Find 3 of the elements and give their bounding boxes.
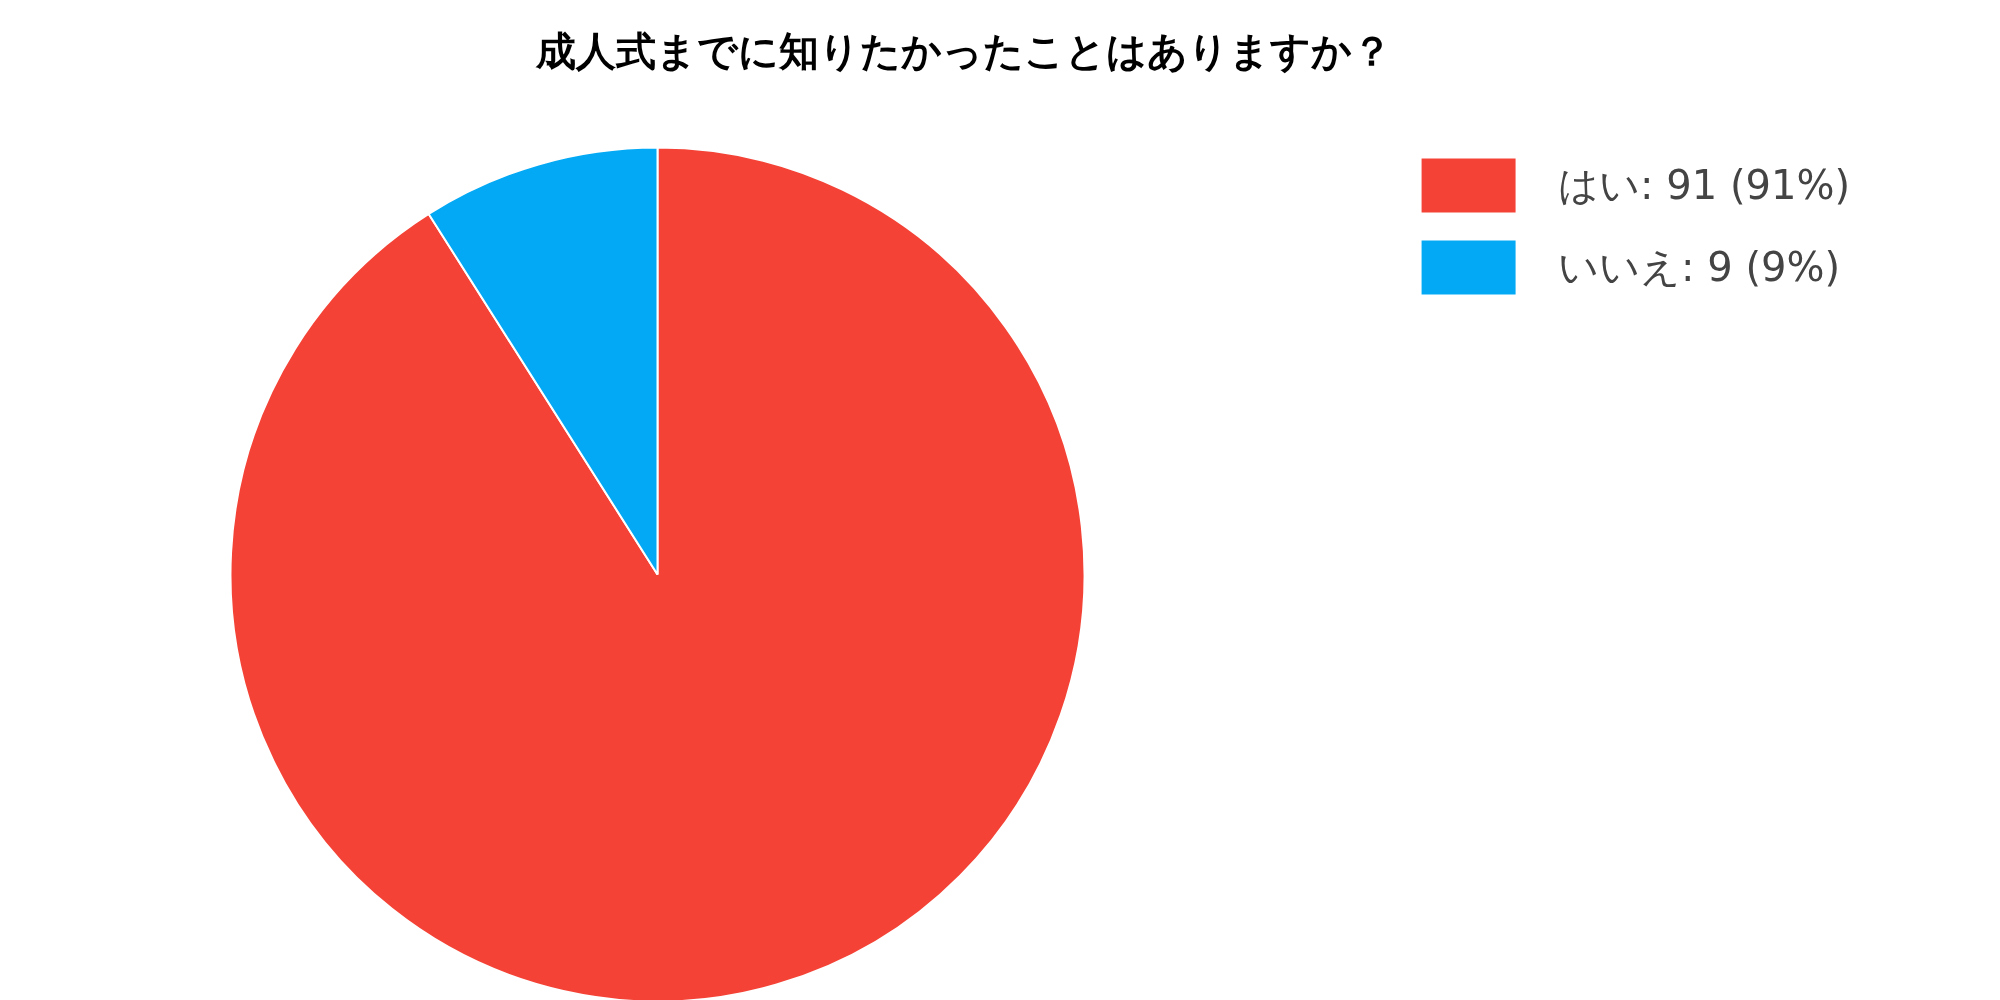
- chart-title: 成人式までに知りたかったことはありますか？: [534, 27, 1392, 74]
- legend-label: いいえ: 9 (9%): [1558, 242, 1841, 292]
- legend-label: はい: 91 (91%): [1558, 160, 1850, 210]
